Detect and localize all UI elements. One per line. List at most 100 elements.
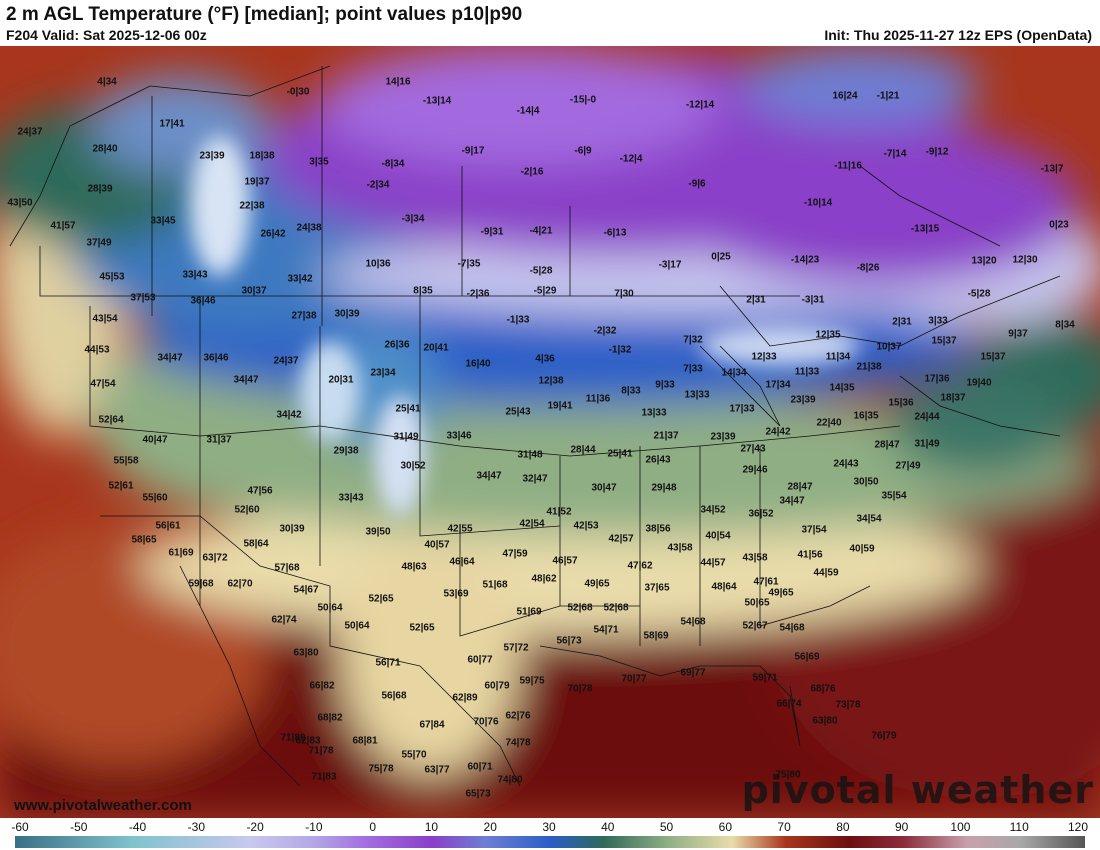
- point-value: 30|39: [334, 308, 360, 320]
- point-value: 27|49: [895, 460, 921, 472]
- colorbar-gradient: [15, 836, 1085, 848]
- point-value: 52|61: [108, 480, 134, 492]
- point-value: 34|42: [276, 409, 302, 421]
- point-value: 54|71: [593, 624, 619, 636]
- point-value: 12|33: [751, 351, 777, 363]
- point-value: -15|-0: [569, 94, 597, 106]
- point-value: 14|34: [721, 367, 747, 379]
- point-value: 7|32: [683, 334, 703, 346]
- point-value: 28|39: [87, 183, 113, 195]
- point-value: 24|42: [765, 426, 791, 438]
- temperature-field: [0, 46, 1100, 818]
- point-value: 43|54: [92, 313, 118, 325]
- colorbar-tick: 30: [542, 820, 556, 834]
- point-value: 48|64: [711, 581, 737, 593]
- point-value: -6|9: [574, 145, 592, 157]
- point-value: 67|84: [419, 719, 445, 731]
- colorbar-tick: 80: [836, 820, 850, 834]
- point-value: 29|46: [742, 464, 768, 476]
- point-value: 7|30: [614, 288, 634, 300]
- point-value: 19|41: [547, 400, 573, 412]
- point-value: 3|33: [928, 315, 948, 327]
- point-value: 22|38: [239, 200, 265, 212]
- point-value: 13|33: [641, 407, 667, 419]
- point-value: 23|39: [199, 150, 225, 162]
- point-value: 71|89: [280, 732, 306, 744]
- point-value: 60|71: [467, 761, 493, 773]
- point-value: 52|64: [98, 414, 124, 426]
- point-value: 27|43: [740, 443, 766, 455]
- point-value: 25|41: [395, 403, 421, 415]
- temperature-map[interactable]: 4|34 -0|30 14|16 -13|14 -15|-0 -12|14 16|24 -1|…: [0, 46, 1100, 818]
- point-value: 9|37: [1008, 328, 1028, 340]
- point-value: 52|65: [409, 622, 435, 634]
- map-canvas: [0, 46, 1100, 818]
- point-value: 56|71: [375, 657, 401, 669]
- point-value: 26|43: [645, 454, 671, 466]
- point-value: 17|41: [159, 118, 185, 130]
- point-value: 24|44: [914, 411, 940, 423]
- point-value: 24|38: [296, 222, 322, 234]
- point-value: 28|40: [92, 143, 118, 155]
- point-value: 56|73: [556, 635, 582, 647]
- point-value: 44|59: [813, 567, 839, 579]
- website-label: www.pivotalweather.com: [14, 797, 192, 814]
- point-value: 33|45: [150, 215, 176, 227]
- point-value: 40|57: [424, 539, 450, 551]
- point-value: 48|63: [401, 561, 427, 573]
- point-value: 59|71: [752, 672, 778, 684]
- point-value: 59|68: [188, 578, 214, 590]
- point-value: -1|32: [608, 344, 632, 356]
- point-value: 50|64: [317, 602, 343, 614]
- point-value: 31|49: [393, 431, 419, 443]
- point-value: 60|79: [484, 680, 510, 692]
- point-value: 18|37: [940, 392, 966, 404]
- point-value: 35|54: [881, 490, 907, 502]
- point-value: 70|77: [621, 673, 647, 685]
- point-value: 74|78: [505, 737, 531, 749]
- point-value: 41|56: [797, 549, 823, 561]
- point-value: 23|34: [370, 367, 396, 379]
- colorbar-ticks: -60 -50 -40 -30 -20 -10 0 10 20 30 40 50 60 70 80 90 100…: [0, 818, 1100, 836]
- colorbar-tick: 120: [1067, 820, 1089, 834]
- point-value: 59|75: [519, 675, 545, 687]
- point-value: 37|54: [801, 524, 827, 536]
- point-value: 34|47: [157, 352, 183, 364]
- point-value: 63|80: [293, 647, 319, 659]
- point-value: -13|7: [1040, 163, 1064, 175]
- point-value: 66|82: [309, 680, 335, 692]
- point-value: 14|35: [829, 382, 855, 394]
- point-value: 25|41: [607, 448, 633, 460]
- point-value: 55|60: [142, 492, 168, 504]
- point-value: -7|14: [883, 148, 907, 160]
- point-value: 48|62: [531, 573, 557, 585]
- point-value: 32|47: [522, 473, 548, 485]
- point-value: 71|78: [308, 745, 334, 757]
- point-value: -13|14: [422, 95, 452, 107]
- point-value: 43|58: [667, 542, 693, 554]
- point-value: 30|47: [591, 482, 617, 494]
- point-value: 56|61: [155, 520, 181, 532]
- point-value: 52|68: [603, 602, 629, 614]
- point-value: 2|31: [892, 316, 912, 328]
- point-value: 63|72: [202, 552, 228, 564]
- point-value: 36|46: [190, 295, 216, 307]
- point-value: 41|52: [546, 506, 572, 518]
- point-value: 54|68: [680, 616, 706, 628]
- point-value: 58|64: [243, 538, 269, 550]
- map-title: 2 m AGL Temperature (°F) [median]; point…: [6, 4, 523, 25]
- point-value: 68|82: [317, 712, 343, 724]
- point-value: 54|68: [779, 622, 805, 634]
- point-value: 61|69: [168, 547, 194, 559]
- colorbar-tick: 20: [483, 820, 497, 834]
- point-value: 45|53: [99, 271, 125, 283]
- point-value: 8|33: [621, 385, 641, 397]
- point-value: 4|34: [97, 76, 117, 88]
- point-value: 39|50: [365, 526, 391, 538]
- valid-time: F204 Valid: Sat 2025-12-06 00z: [6, 27, 207, 43]
- point-value: 29|38: [333, 445, 359, 457]
- point-value: 36|52: [748, 508, 774, 520]
- point-value: 52|68: [567, 602, 593, 614]
- point-value: 8|35: [413, 285, 433, 297]
- point-value: 20|41: [423, 342, 449, 354]
